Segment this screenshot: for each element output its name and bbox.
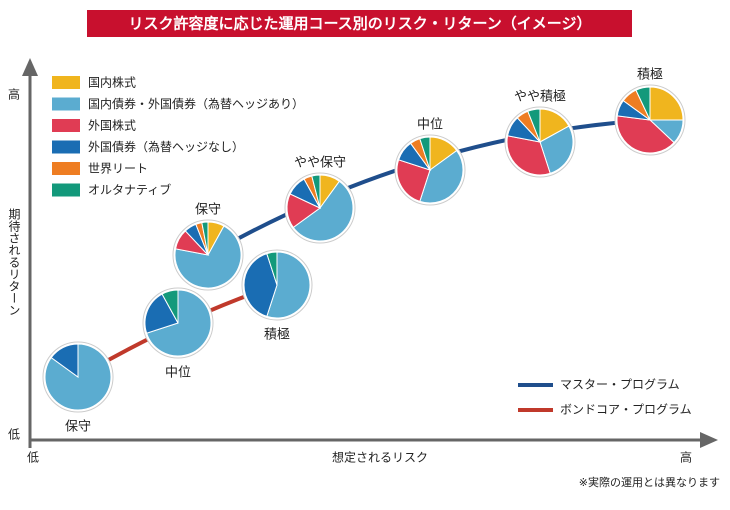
legend-swatch (52, 97, 80, 111)
pie-slice (506, 135, 551, 176)
legend-label: ボンドコア・プログラム (560, 403, 692, 417)
pie-label: 中位 (165, 366, 191, 381)
pie-slice (243, 252, 278, 318)
pie-slice (266, 251, 311, 319)
legend-label: マスター・プログラム (560, 378, 680, 392)
x-arrow (700, 432, 718, 448)
pie-label: 保守 (195, 203, 221, 218)
pie-slice (649, 86, 684, 121)
pie-label: 中位 (417, 118, 443, 133)
x-label: 想定されるリスク (332, 450, 428, 465)
pie-slice (144, 293, 179, 334)
legend-label: 国内債券・外国債券（為替ヘッジあり） (88, 96, 304, 111)
title-banner (87, 10, 632, 37)
y-low: 低 (8, 428, 20, 442)
pie-label: やや積極 (514, 89, 566, 105)
pie-slice (292, 180, 354, 242)
pie-slice (527, 108, 541, 143)
y-arrow (22, 58, 38, 76)
pie-slice (419, 149, 464, 204)
chart-title: リスク許容度に応じた運用コース別のリスク・リターン（イメージ） (129, 15, 592, 33)
legend-label: 国内株式 (88, 75, 136, 90)
legend-swatch (52, 140, 80, 154)
pie-slice (145, 289, 212, 357)
legend-swatch (52, 162, 80, 175)
x-low: 低 (27, 451, 39, 465)
pie-label: 積極 (637, 67, 663, 83)
legend-swatch (52, 183, 80, 197)
x-high: 高 (680, 450, 692, 465)
legend-swatch (52, 119, 80, 132)
pie-slice (161, 289, 179, 324)
pie-slice (201, 221, 209, 256)
pie-slice (419, 136, 431, 171)
legend-label: 外国債券（為替ヘッジなし） (88, 139, 244, 154)
note: ※実際の運用とは異なります (579, 475, 720, 489)
pie-slice (539, 125, 574, 175)
y-label: 期待されるリターン (7, 208, 21, 316)
legend-label: オルタナティブ (88, 182, 171, 197)
pie-label: やや保守 (294, 156, 346, 171)
pie-label: 保守 (65, 420, 91, 435)
legend-label: 世界リート (88, 162, 148, 176)
legend-swatch (52, 76, 80, 89)
y-high: 高 (8, 87, 20, 102)
pie-slice (635, 86, 651, 121)
pie-slice (311, 174, 321, 209)
pie-slice (50, 343, 79, 378)
pie-slice (174, 225, 242, 289)
pie-slice (616, 115, 675, 154)
legend-label: 外国株式 (88, 118, 136, 133)
pie-label: 積極 (264, 327, 290, 343)
pie-slice (266, 251, 278, 286)
pie-slice (396, 159, 431, 203)
